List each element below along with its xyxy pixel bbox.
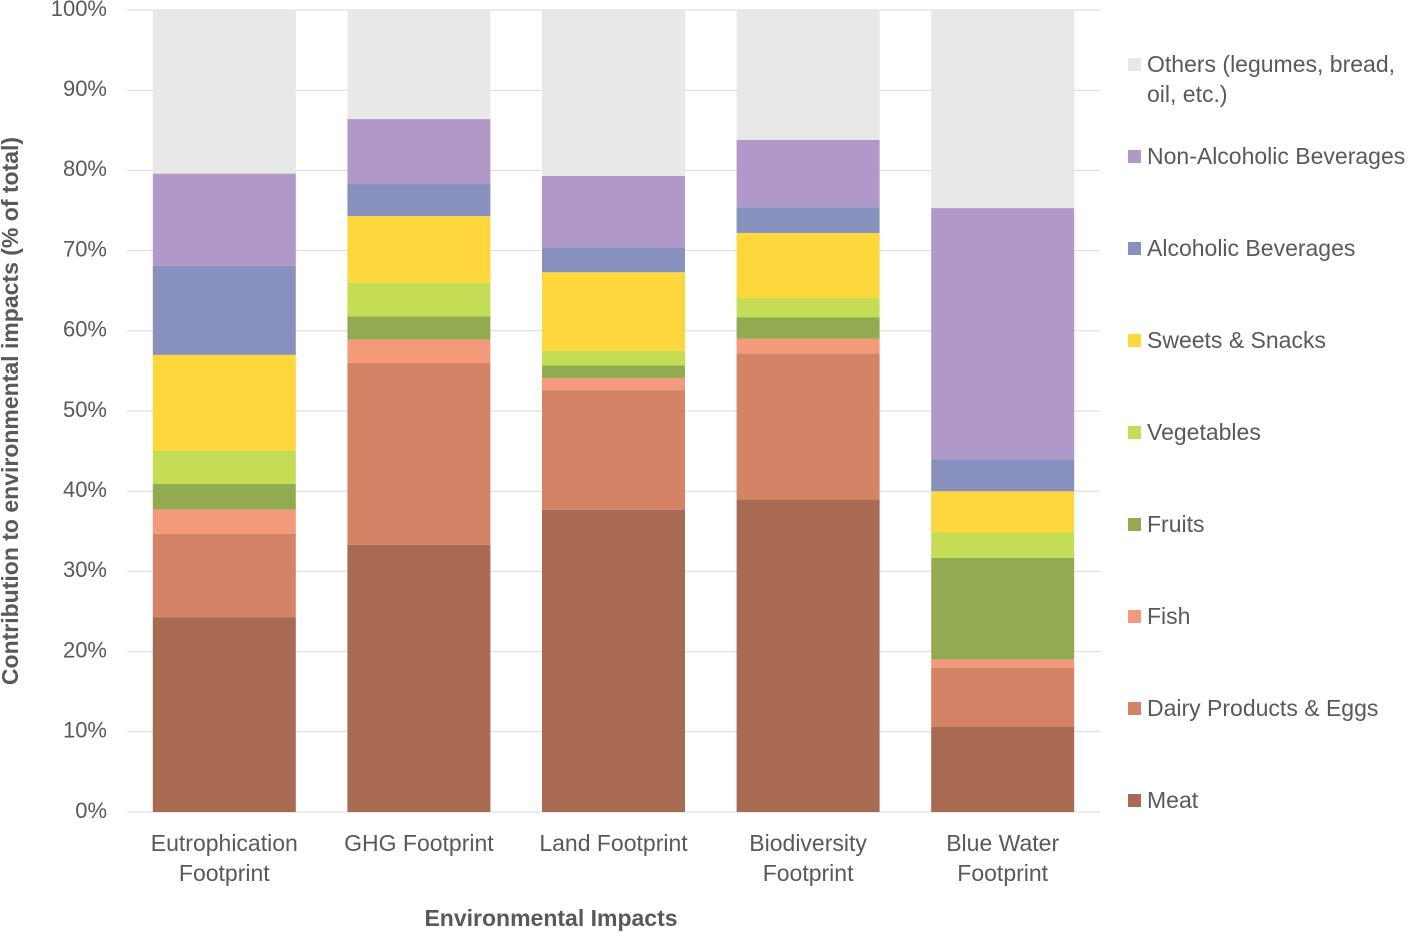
bar-segment bbox=[152, 10, 296, 174]
bar-segment bbox=[347, 10, 491, 120]
bar-segment bbox=[152, 509, 296, 534]
bar-segment bbox=[931, 557, 1075, 660]
bar-segment bbox=[542, 247, 685, 273]
legend-swatch bbox=[1128, 610, 1141, 623]
bar-segment bbox=[736, 317, 880, 339]
bar-segment bbox=[347, 316, 491, 340]
y-tick-label: 70% bbox=[63, 236, 107, 261]
bar-segment bbox=[931, 532, 1075, 558]
bar-segment bbox=[347, 119, 491, 185]
bar-segment bbox=[542, 176, 685, 248]
legend-swatch bbox=[1128, 518, 1141, 531]
legend-swatch bbox=[1128, 794, 1141, 807]
bar-segment bbox=[931, 10, 1075, 209]
bar-segment bbox=[152, 450, 296, 484]
bar-segment bbox=[347, 339, 491, 363]
y-tick-label: 80% bbox=[63, 156, 107, 181]
legend-swatch bbox=[1128, 150, 1141, 163]
bar-segment bbox=[152, 173, 296, 266]
legend-label: Alcoholic Beverages bbox=[1147, 235, 1356, 261]
bar-segment bbox=[736, 10, 880, 140]
legend-swatch bbox=[1128, 334, 1141, 347]
bar-segment bbox=[152, 533, 296, 618]
legend-label: Dairy Products & Eggs bbox=[1147, 695, 1379, 721]
y-tick-label: 100% bbox=[51, 0, 107, 21]
bar-segment bbox=[931, 208, 1075, 460]
legend-label: Vegetables bbox=[1147, 419, 1261, 445]
y-axis-title: Contribution to environmental impacts (%… bbox=[0, 137, 23, 685]
bar-segment bbox=[736, 207, 880, 233]
y-tick-label: 50% bbox=[63, 397, 107, 422]
bar-segment bbox=[736, 297, 880, 318]
legend-label: Fruits bbox=[1147, 511, 1205, 537]
bar-segment bbox=[152, 354, 296, 451]
bar-segment bbox=[736, 353, 880, 500]
bar-segment bbox=[931, 491, 1075, 533]
legend-swatch bbox=[1128, 702, 1141, 715]
bar-segment bbox=[736, 139, 880, 208]
bar-segment bbox=[542, 378, 685, 391]
bar-segment bbox=[542, 350, 685, 366]
legend-label: Others (legumes, bread, oil, etc.) bbox=[1147, 51, 1396, 107]
y-tick-label: 90% bbox=[63, 76, 107, 101]
bar-segment bbox=[347, 216, 491, 283]
y-tick-label: 30% bbox=[63, 557, 107, 582]
bar-segment bbox=[347, 282, 491, 317]
bar-segment bbox=[542, 272, 685, 351]
bar-segment bbox=[347, 184, 491, 217]
x-tick-label: Blue Water Footprint bbox=[946, 830, 1060, 886]
bar-segment bbox=[931, 726, 1075, 812]
legend-label: Fish bbox=[1147, 603, 1191, 629]
legend-label: Meat bbox=[1147, 787, 1199, 813]
x-tick-label: GHG Footprint bbox=[344, 830, 494, 856]
bar-segment bbox=[542, 390, 685, 510]
legend-swatch bbox=[1128, 426, 1141, 439]
y-tick-label: 10% bbox=[63, 718, 107, 743]
x-axis-title: Environmental Impacts bbox=[424, 905, 677, 931]
bar-segment bbox=[152, 265, 296, 355]
bar-segment bbox=[347, 544, 491, 812]
x-tick-label: Eutrophication Footprint bbox=[150, 830, 298, 886]
bar-segment bbox=[542, 10, 685, 177]
bar-segment bbox=[347, 362, 491, 545]
bar-segment bbox=[542, 365, 685, 379]
bar-segment bbox=[736, 499, 880, 812]
bar-segment bbox=[152, 483, 296, 510]
y-tick-label: 60% bbox=[63, 317, 107, 342]
bar-segment bbox=[152, 617, 296, 812]
y-tick-label: 0% bbox=[75, 798, 107, 823]
x-tick-label: Land Footprint bbox=[539, 830, 688, 856]
y-tick-label: 20% bbox=[63, 637, 107, 662]
legend-swatch bbox=[1128, 58, 1141, 71]
legend-label: Non-Alcoholic Beverages bbox=[1147, 143, 1406, 169]
bar-segment bbox=[736, 232, 880, 298]
legend-swatch bbox=[1128, 242, 1141, 255]
bar-segment bbox=[931, 659, 1075, 668]
bar-segment bbox=[736, 338, 880, 354]
y-tick-label: 40% bbox=[63, 477, 107, 502]
bar-segment bbox=[931, 459, 1075, 492]
bar-segment bbox=[931, 667, 1075, 727]
bar-segment bbox=[542, 509, 685, 812]
legend-label: Sweets & Snacks bbox=[1147, 327, 1326, 353]
x-tick-label: Biodiversity Footprint bbox=[749, 830, 867, 886]
